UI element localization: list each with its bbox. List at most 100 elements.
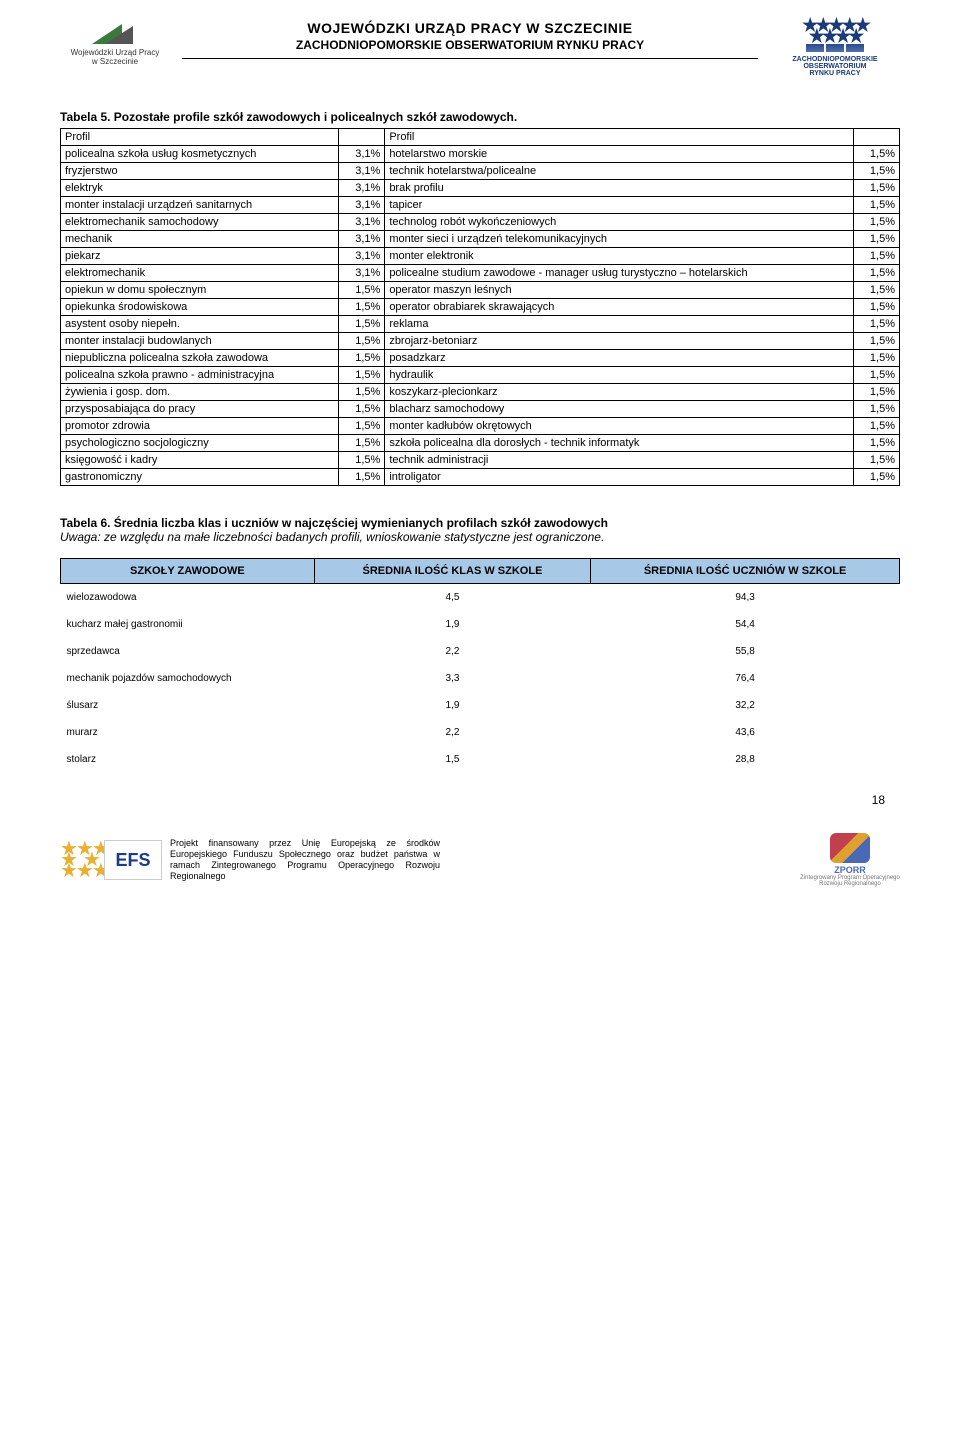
- table6: SZKOŁY ZAWODOWE ŚREDNIA ILOŚĆ KLAS W SZK…: [60, 558, 900, 773]
- table-cell: blacharz samochodowy: [385, 401, 854, 418]
- table-cell: 1,5%: [854, 350, 900, 367]
- table-cell: brak profilu: [385, 180, 854, 197]
- zporr-logo: ZPORR Zintegrowany Program Operacyjnego …: [800, 833, 900, 887]
- table-cell: księgowość i kadry: [61, 452, 339, 469]
- table-cell: 3,1%: [339, 265, 385, 282]
- page-footer: ★★★★ ★★★★ EFS Projekt finansowany przez …: [60, 833, 900, 887]
- table6-col2: ŚREDNIA ILOŚĆ UCZNIÓW W SZKOLE: [591, 559, 900, 584]
- table-cell: policealna szkoła usług kosmetycznych: [61, 146, 339, 163]
- table-cell: 1,5%: [854, 367, 900, 384]
- table-row: ślusarz1,932,2: [61, 692, 900, 719]
- table-cell: monter kadłubów okrętowych: [385, 418, 854, 435]
- cell-blank: [854, 129, 900, 146]
- table-cell: żywienia i gosp. dom.: [61, 384, 339, 401]
- table-cell: 1,5%: [854, 452, 900, 469]
- table-cell: monter instalacji budowlanych: [61, 333, 339, 350]
- eu-stars-icon: ★★★★ ★★★★: [60, 844, 96, 877]
- header-title-block: WOJEWÓDZKI URZĄD PRACY W SZCZECINIE ZACH…: [170, 20, 770, 67]
- header-line1: WOJEWÓDZKI URZĄD PRACY W SZCZECINIE: [182, 20, 758, 36]
- table6-col0: SZKOŁY ZAWODOWE: [61, 559, 315, 584]
- table-cell: elektromechanik samochodowy: [61, 214, 339, 231]
- table-cell: 2,2: [314, 638, 590, 665]
- footer-text: Projekt finansowany przez Unię Europejsk…: [170, 838, 440, 883]
- table-cell: 1,5%: [339, 401, 385, 418]
- table-cell: operator obrabiarek skrawających: [385, 299, 854, 316]
- table-cell: 1,9: [314, 692, 590, 719]
- table-cell: 1,5%: [854, 333, 900, 350]
- table-row: opiekunka środowiskowa1,5%operator obrab…: [61, 299, 900, 316]
- logo-bars-icon: [770, 44, 900, 52]
- table-cell: fryzjerstwo: [61, 163, 339, 180]
- table-cell: 1,5: [314, 746, 590, 773]
- table-row: policealna szkoła usług kosmetycznych3,1…: [61, 146, 900, 163]
- table-cell: 1,5%: [339, 333, 385, 350]
- table-cell: szkoła policealna dla dorosłych - techni…: [385, 435, 854, 452]
- table5-title: Tabela 5. Pozostałe profile szkół zawodo…: [60, 110, 900, 124]
- logo-right-line3: RYNKU PRACY: [770, 70, 900, 77]
- table-cell: tapicer: [385, 197, 854, 214]
- table6-note: Uwaga: ze względu na małe liczebności ba…: [60, 530, 900, 544]
- cell-blank: [339, 129, 385, 146]
- table-cell: 1,5%: [339, 316, 385, 333]
- table-cell: stolarz: [61, 746, 315, 773]
- table-cell: 28,8: [591, 746, 900, 773]
- logo-stars-icon: ★★★★★★★★★: [770, 20, 900, 42]
- table-cell: kucharz małej gastronomii: [61, 611, 315, 638]
- page-number: 18: [872, 793, 885, 807]
- table-cell: 4,5: [314, 584, 590, 612]
- table-cell: 3,3: [314, 665, 590, 692]
- table-row: mechanik3,1%monter sieci i urządzeń tele…: [61, 231, 900, 248]
- table-cell: mechanik pojazdów samochodowych: [61, 665, 315, 692]
- header-line2: ZACHODNIOPOMORSKIE OBSERWATORIUM RYNKU P…: [182, 38, 758, 52]
- table-cell: 3,1%: [339, 197, 385, 214]
- table-row: psychologiczno socjologiczny1,5%szkoła p…: [61, 435, 900, 452]
- table-cell: elektryk: [61, 180, 339, 197]
- table-row: sprzedawca2,255,8: [61, 638, 900, 665]
- zporr-sub: Zintegrowany Program Operacyjnego Rozwoj…: [800, 875, 900, 887]
- table-row: opiekun w domu społecznym1,5%operator ma…: [61, 282, 900, 299]
- table-cell: 1,5%: [339, 299, 385, 316]
- table-cell: 1,5%: [339, 282, 385, 299]
- table-cell: 3,1%: [339, 146, 385, 163]
- efs-logo: EFS: [104, 840, 162, 880]
- table-cell: 1,5%: [854, 163, 900, 180]
- table-cell: 1,5%: [854, 214, 900, 231]
- table-cell: monter elektronik: [385, 248, 854, 265]
- table-row: asystent osoby niepełn.1,5%reklama1,5%: [61, 316, 900, 333]
- logo-observatory: ★★★★★★★★★ ZACHODNIOPOMORSKIE OBSERWATORI…: [770, 20, 900, 90]
- table-cell: 1,5%: [854, 248, 900, 265]
- table-cell: 1,5%: [339, 469, 385, 486]
- table-cell: introligator: [385, 469, 854, 486]
- table-row: policealna szkoła prawno - administracyj…: [61, 367, 900, 384]
- table-cell: niepubliczna policealna szkoła zawodowa: [61, 350, 339, 367]
- table-cell: koszykarz-plecionkarz: [385, 384, 854, 401]
- table-cell: asystent osoby niepełn.: [61, 316, 339, 333]
- table5-head-left: Profil: [61, 129, 339, 146]
- table-cell: 1,5%: [854, 316, 900, 333]
- table-row: Profil Profil: [61, 129, 900, 146]
- table-cell: 1,5%: [854, 197, 900, 214]
- table-row: wielozawodowa4,594,3: [61, 584, 900, 612]
- table-cell: hotelarstwo morskie: [385, 146, 854, 163]
- table-cell: psychologiczno socjologiczny: [61, 435, 339, 452]
- table-cell: technolog robót wykończeniowych: [385, 214, 854, 231]
- table-cell: przysposabiająca do pracy: [61, 401, 339, 418]
- table-cell: 54,4: [591, 611, 900, 638]
- table-cell: wielozawodowa: [61, 584, 315, 612]
- zporr-mark-icon: [830, 833, 870, 863]
- table-cell: 1,5%: [854, 180, 900, 197]
- table-cell: elektromechanik: [61, 265, 339, 282]
- table-row: SZKOŁY ZAWODOWE ŚREDNIA ILOŚĆ KLAS W SZK…: [61, 559, 900, 584]
- table-cell: hydraulik: [385, 367, 854, 384]
- table-cell: 1,5%: [854, 265, 900, 282]
- table-cell: 1,5%: [854, 401, 900, 418]
- table-cell: 1,5%: [854, 282, 900, 299]
- table-cell: 1,5%: [854, 469, 900, 486]
- table-cell: zbrojarz-betoniarz: [385, 333, 854, 350]
- table-row: murarz2,243,6: [61, 719, 900, 746]
- table-cell: posadzkarz: [385, 350, 854, 367]
- table-cell: 1,5%: [339, 384, 385, 401]
- table-row: monter instalacji budowlanych1,5%zbrojar…: [61, 333, 900, 350]
- table-cell: 3,1%: [339, 163, 385, 180]
- table-cell: 76,4: [591, 665, 900, 692]
